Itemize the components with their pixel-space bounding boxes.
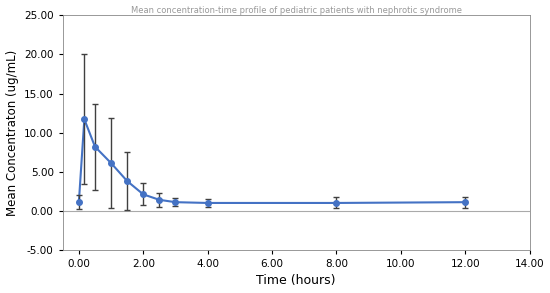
Y-axis label: Mean Concentraton (ug/mL): Mean Concentraton (ug/mL) xyxy=(6,50,19,216)
Title: Mean concentration-time profile of pediatric patients with nephrotic syndrome: Mean concentration-time profile of pedia… xyxy=(131,6,461,15)
X-axis label: Time (hours): Time (hours) xyxy=(256,275,336,287)
